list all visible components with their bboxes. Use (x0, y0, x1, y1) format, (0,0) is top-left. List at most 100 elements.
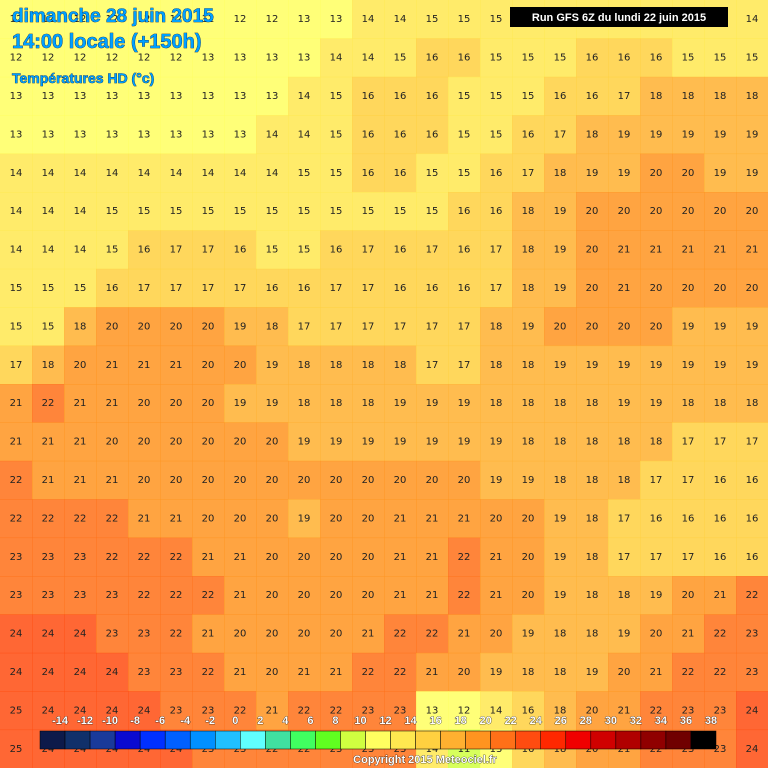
legend-label: 8 (332, 715, 338, 727)
grid-cell (480, 691, 513, 731)
grid-cell (192, 614, 225, 654)
cell-value: 18 (490, 398, 503, 409)
cell-value: 15 (330, 91, 343, 102)
grid-cell (480, 230, 513, 270)
cell-value: 21 (650, 245, 663, 256)
cell-value: 19 (618, 168, 631, 179)
cell-value: 16 (650, 53, 663, 64)
cell-value: 21 (458, 513, 471, 524)
cell-value: 13 (202, 91, 215, 102)
grid-cell (128, 422, 161, 462)
legend-swatch (640, 730, 667, 750)
cell-value: 13 (106, 91, 119, 102)
grid-cell (128, 614, 161, 654)
grid-cell (544, 76, 577, 116)
cell-value: 13 (170, 129, 183, 140)
grid-cell (736, 652, 768, 692)
grid-cell (96, 576, 129, 615)
cell-value: 22 (362, 667, 375, 678)
grid-cell (480, 153, 513, 193)
grid-cell (160, 230, 193, 270)
cell-value: 13 (10, 129, 23, 140)
cell-value: 19 (490, 475, 503, 486)
cell-value: 21 (106, 475, 119, 486)
cell-value: 13 (74, 91, 87, 102)
grid-cell (384, 460, 417, 500)
grid-cell (480, 422, 513, 462)
cell-value: 21 (106, 398, 119, 409)
grid-cell (448, 307, 481, 347)
cell-value: 19 (746, 321, 759, 332)
grid-cell (544, 576, 577, 615)
cell-value: 20 (234, 475, 247, 486)
grid-cell (160, 614, 193, 654)
grid-cell (352, 76, 385, 116)
grid-cell (256, 0, 289, 39)
grid-cell (288, 230, 321, 270)
cell-value: 17 (522, 168, 535, 179)
grid-cell (448, 422, 481, 462)
cell-value: 15 (266, 206, 279, 217)
cell-value: 22 (202, 590, 215, 601)
grid-cell (96, 115, 129, 155)
grid-cell (128, 230, 161, 270)
cell-value: 24 (138, 744, 151, 755)
grid-cell (512, 537, 545, 577)
grid-cell (224, 614, 257, 654)
grid-cell (480, 614, 513, 654)
grid-cell (448, 614, 481, 654)
grid-cell (448, 576, 481, 615)
grid-cell (96, 0, 129, 39)
cell-value: 21 (138, 360, 151, 371)
cell-value: 17 (234, 283, 247, 294)
grid-cell (416, 76, 449, 116)
cell-value: 18 (554, 744, 567, 755)
grid-cell (32, 230, 65, 270)
cell-value: 22 (458, 590, 471, 601)
grid-cell (32, 384, 65, 423)
cell-value: 19 (746, 360, 759, 371)
grid-cell (288, 192, 321, 231)
cell-value: 15 (458, 14, 471, 25)
cell-value: 22 (106, 513, 119, 524)
cell-value: 13 (74, 129, 87, 140)
cell-value: 20 (106, 321, 119, 332)
cell-value: 23 (234, 744, 247, 755)
grid-cell (160, 307, 193, 347)
grid-cell (32, 345, 65, 385)
grid-cell (192, 691, 225, 731)
cell-value: 17 (618, 513, 631, 524)
cell-value: 22 (714, 629, 727, 640)
grid-cell (480, 460, 513, 500)
cell-value: 17 (618, 552, 631, 563)
legend-label: -14 (52, 715, 69, 727)
grid-cell (64, 268, 97, 308)
cell-value: 15 (490, 14, 503, 25)
grid-cell (384, 691, 417, 731)
legend-label: 2 (257, 715, 263, 727)
cell-value: 21 (426, 513, 439, 524)
grid-cell (512, 422, 545, 462)
grid-cell (64, 76, 97, 116)
grid-cell (704, 307, 737, 347)
cell-value: 23 (714, 705, 727, 716)
legend-label: -4 (180, 715, 191, 727)
cell-value: 18 (586, 629, 599, 640)
grid-cell (384, 537, 417, 577)
cell-value: 15 (42, 321, 55, 332)
grid-cell (704, 230, 737, 270)
cell-value: 16 (714, 552, 727, 563)
cell-value: 21 (202, 552, 215, 563)
grid-cell (608, 652, 641, 692)
cell-value: 20 (554, 321, 567, 332)
grid-cell (320, 192, 353, 231)
cell-value: 12 (234, 14, 247, 25)
grid-cell (192, 230, 225, 270)
grid-cell (384, 192, 417, 231)
cell-value: 21 (74, 437, 87, 448)
grid-cell (512, 652, 545, 692)
cell-value: 18 (618, 437, 631, 448)
grid-cell (224, 652, 257, 692)
cell-value: 17 (394, 321, 407, 332)
cell-value: 18 (522, 283, 535, 294)
